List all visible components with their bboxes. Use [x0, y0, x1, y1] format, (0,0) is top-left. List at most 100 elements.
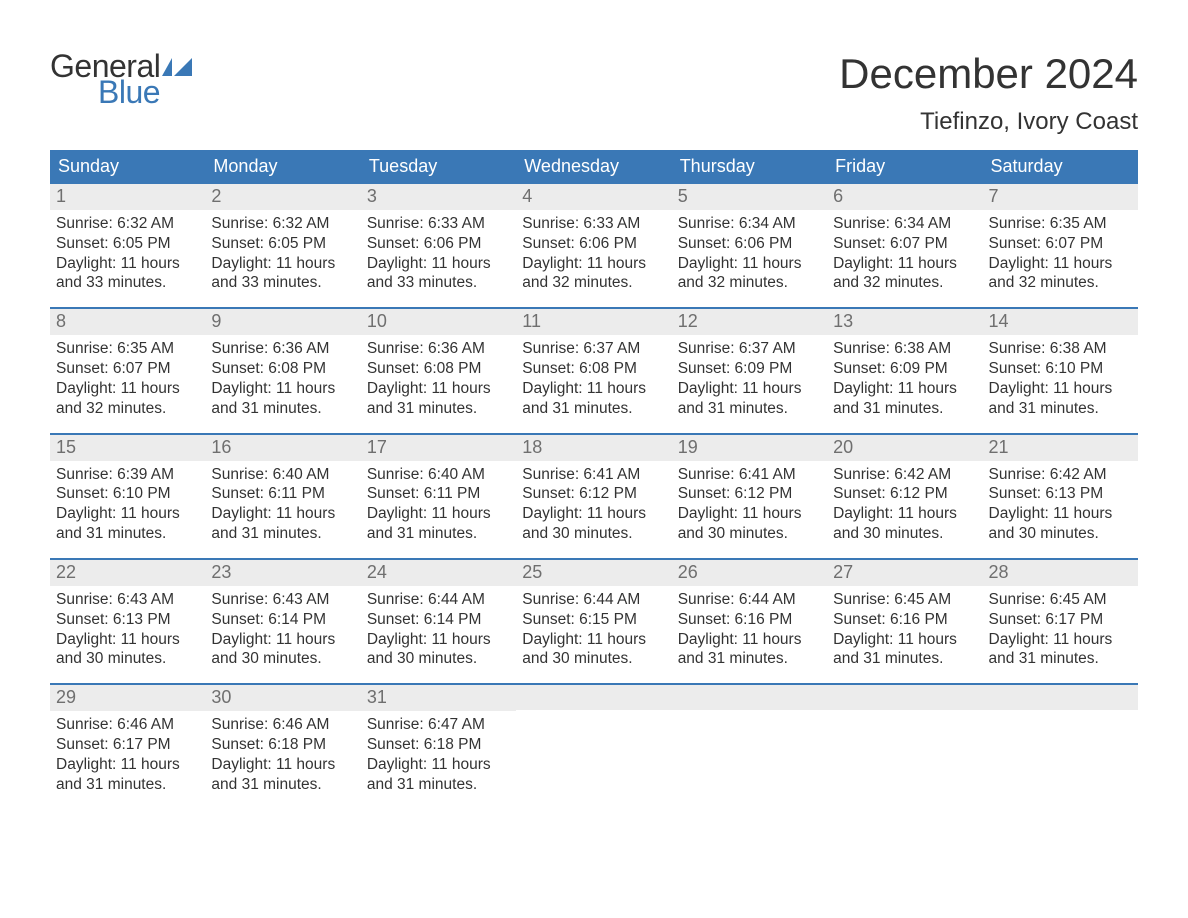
- sunset-line: Sunset: 6:10 PM: [989, 359, 1132, 379]
- day-details: Sunrise: 6:44 AMSunset: 6:15 PMDaylight:…: [516, 586, 671, 669]
- sunset-line: Sunset: 6:12 PM: [522, 484, 665, 504]
- day-details: Sunrise: 6:44 AMSunset: 6:14 PMDaylight:…: [361, 586, 516, 669]
- sunrise-line: Sunrise: 6:33 AM: [367, 214, 510, 234]
- day-number: 16: [205, 435, 360, 461]
- calendar-week: 22Sunrise: 6:43 AMSunset: 6:13 PMDayligh…: [50, 558, 1138, 683]
- daylight-line: Daylight: 11 hours and 31 minutes.: [522, 379, 665, 419]
- daylight-line: Daylight: 11 hours and 33 minutes.: [56, 254, 199, 294]
- sunrise-line: Sunrise: 6:37 AM: [522, 339, 665, 359]
- day-details: Sunrise: 6:46 AMSunset: 6:17 PMDaylight:…: [50, 711, 205, 794]
- sunset-line: Sunset: 6:06 PM: [678, 234, 821, 254]
- day-details: Sunrise: 6:40 AMSunset: 6:11 PMDaylight:…: [205, 461, 360, 544]
- sunrise-line: Sunrise: 6:41 AM: [678, 465, 821, 485]
- daylight-line: Daylight: 11 hours and 32 minutes.: [522, 254, 665, 294]
- daylight-line: Daylight: 11 hours and 31 minutes.: [56, 504, 199, 544]
- sunrise-line: Sunrise: 6:40 AM: [211, 465, 354, 485]
- day-number: 1: [50, 184, 205, 210]
- day-number: 29: [50, 685, 205, 711]
- calendar-day: [983, 685, 1138, 808]
- day-details: Sunrise: 6:38 AMSunset: 6:09 PMDaylight:…: [827, 335, 982, 418]
- sunset-line: Sunset: 6:06 PM: [367, 234, 510, 254]
- day-details: Sunrise: 6:45 AMSunset: 6:16 PMDaylight:…: [827, 586, 982, 669]
- calendar-day: 22Sunrise: 6:43 AMSunset: 6:13 PMDayligh…: [50, 560, 205, 683]
- calendar-day: 14Sunrise: 6:38 AMSunset: 6:10 PMDayligh…: [983, 309, 1138, 432]
- sunset-line: Sunset: 6:14 PM: [211, 610, 354, 630]
- day-number: 20: [827, 435, 982, 461]
- daylight-line: Daylight: 11 hours and 30 minutes.: [678, 504, 821, 544]
- calendar-week: 1Sunrise: 6:32 AMSunset: 6:05 PMDaylight…: [50, 184, 1138, 307]
- daylight-line: Daylight: 11 hours and 31 minutes.: [678, 379, 821, 419]
- sunrise-line: Sunrise: 6:47 AM: [367, 715, 510, 735]
- sunset-line: Sunset: 6:12 PM: [678, 484, 821, 504]
- daylight-line: Daylight: 11 hours and 32 minutes.: [56, 379, 199, 419]
- day-details: Sunrise: 6:43 AMSunset: 6:13 PMDaylight:…: [50, 586, 205, 669]
- sunset-line: Sunset: 6:11 PM: [211, 484, 354, 504]
- daylight-line: Daylight: 11 hours and 31 minutes.: [211, 755, 354, 795]
- day-details: Sunrise: 6:47 AMSunset: 6:18 PMDaylight:…: [361, 711, 516, 794]
- calendar-day: 27Sunrise: 6:45 AMSunset: 6:16 PMDayligh…: [827, 560, 982, 683]
- calendar-day: 6Sunrise: 6:34 AMSunset: 6:07 PMDaylight…: [827, 184, 982, 307]
- calendar-day: 25Sunrise: 6:44 AMSunset: 6:15 PMDayligh…: [516, 560, 671, 683]
- logo-text-blue: Blue: [98, 76, 192, 108]
- sunset-line: Sunset: 6:12 PM: [833, 484, 976, 504]
- calendar-day: [516, 685, 671, 808]
- sunrise-line: Sunrise: 6:38 AM: [989, 339, 1132, 359]
- day-number: 28: [983, 560, 1138, 586]
- day-number: 30: [205, 685, 360, 711]
- daylight-line: Daylight: 11 hours and 31 minutes.: [211, 504, 354, 544]
- sunset-line: Sunset: 6:07 PM: [833, 234, 976, 254]
- day-number: 31: [361, 685, 516, 711]
- day-details: Sunrise: 6:42 AMSunset: 6:13 PMDaylight:…: [983, 461, 1138, 544]
- calendar-day: 5Sunrise: 6:34 AMSunset: 6:06 PMDaylight…: [672, 184, 827, 307]
- calendar-week: 15Sunrise: 6:39 AMSunset: 6:10 PMDayligh…: [50, 433, 1138, 558]
- day-details: Sunrise: 6:41 AMSunset: 6:12 PMDaylight:…: [672, 461, 827, 544]
- daylight-line: Daylight: 11 hours and 32 minutes.: [678, 254, 821, 294]
- day-number: [672, 685, 827, 710]
- day-number: 13: [827, 309, 982, 335]
- calendar-week: 8Sunrise: 6:35 AMSunset: 6:07 PMDaylight…: [50, 307, 1138, 432]
- sunset-line: Sunset: 6:07 PM: [989, 234, 1132, 254]
- daylight-line: Daylight: 11 hours and 32 minutes.: [833, 254, 976, 294]
- day-details: Sunrise: 6:33 AMSunset: 6:06 PMDaylight:…: [516, 210, 671, 293]
- logo: General Blue: [50, 50, 192, 108]
- sunrise-line: Sunrise: 6:40 AM: [367, 465, 510, 485]
- sunrise-line: Sunrise: 6:36 AM: [367, 339, 510, 359]
- sunrise-line: Sunrise: 6:39 AM: [56, 465, 199, 485]
- day-number: [983, 685, 1138, 710]
- day-details: Sunrise: 6:32 AMSunset: 6:05 PMDaylight:…: [205, 210, 360, 293]
- sunset-line: Sunset: 6:09 PM: [833, 359, 976, 379]
- sunrise-line: Sunrise: 6:43 AM: [56, 590, 199, 610]
- sunrise-line: Sunrise: 6:45 AM: [833, 590, 976, 610]
- sunset-line: Sunset: 6:05 PM: [56, 234, 199, 254]
- day-number: 2: [205, 184, 360, 210]
- calendar-day: 29Sunrise: 6:46 AMSunset: 6:17 PMDayligh…: [50, 685, 205, 808]
- day-details: Sunrise: 6:37 AMSunset: 6:09 PMDaylight:…: [672, 335, 827, 418]
- sunset-line: Sunset: 6:13 PM: [989, 484, 1132, 504]
- sunrise-line: Sunrise: 6:34 AM: [833, 214, 976, 234]
- sunrise-line: Sunrise: 6:32 AM: [211, 214, 354, 234]
- daylight-line: Daylight: 11 hours and 31 minutes.: [833, 630, 976, 670]
- sunrise-line: Sunrise: 6:45 AM: [989, 590, 1132, 610]
- calendar-day: 31Sunrise: 6:47 AMSunset: 6:18 PMDayligh…: [361, 685, 516, 808]
- calendar-day: 28Sunrise: 6:45 AMSunset: 6:17 PMDayligh…: [983, 560, 1138, 683]
- day-number: 3: [361, 184, 516, 210]
- daylight-line: Daylight: 11 hours and 31 minutes.: [56, 755, 199, 795]
- day-details: Sunrise: 6:36 AMSunset: 6:08 PMDaylight:…: [205, 335, 360, 418]
- day-details: Sunrise: 6:44 AMSunset: 6:16 PMDaylight:…: [672, 586, 827, 669]
- sunrise-line: Sunrise: 6:35 AM: [989, 214, 1132, 234]
- day-number: 8: [50, 309, 205, 335]
- calendar-day: 18Sunrise: 6:41 AMSunset: 6:12 PMDayligh…: [516, 435, 671, 558]
- calendar: SundayMondayTuesdayWednesdayThursdayFrid…: [50, 150, 1138, 809]
- weekday-header: Monday: [205, 150, 360, 184]
- day-details: Sunrise: 6:38 AMSunset: 6:10 PMDaylight:…: [983, 335, 1138, 418]
- day-number: 25: [516, 560, 671, 586]
- daylight-line: Daylight: 11 hours and 30 minutes.: [522, 630, 665, 670]
- day-details: Sunrise: 6:46 AMSunset: 6:18 PMDaylight:…: [205, 711, 360, 794]
- weekday-header: Sunday: [50, 150, 205, 184]
- daylight-line: Daylight: 11 hours and 30 minutes.: [211, 630, 354, 670]
- daylight-line: Daylight: 11 hours and 31 minutes.: [989, 379, 1132, 419]
- sunset-line: Sunset: 6:13 PM: [56, 610, 199, 630]
- calendar-day: 2Sunrise: 6:32 AMSunset: 6:05 PMDaylight…: [205, 184, 360, 307]
- calendar-week: 29Sunrise: 6:46 AMSunset: 6:17 PMDayligh…: [50, 683, 1138, 808]
- day-details: Sunrise: 6:42 AMSunset: 6:12 PMDaylight:…: [827, 461, 982, 544]
